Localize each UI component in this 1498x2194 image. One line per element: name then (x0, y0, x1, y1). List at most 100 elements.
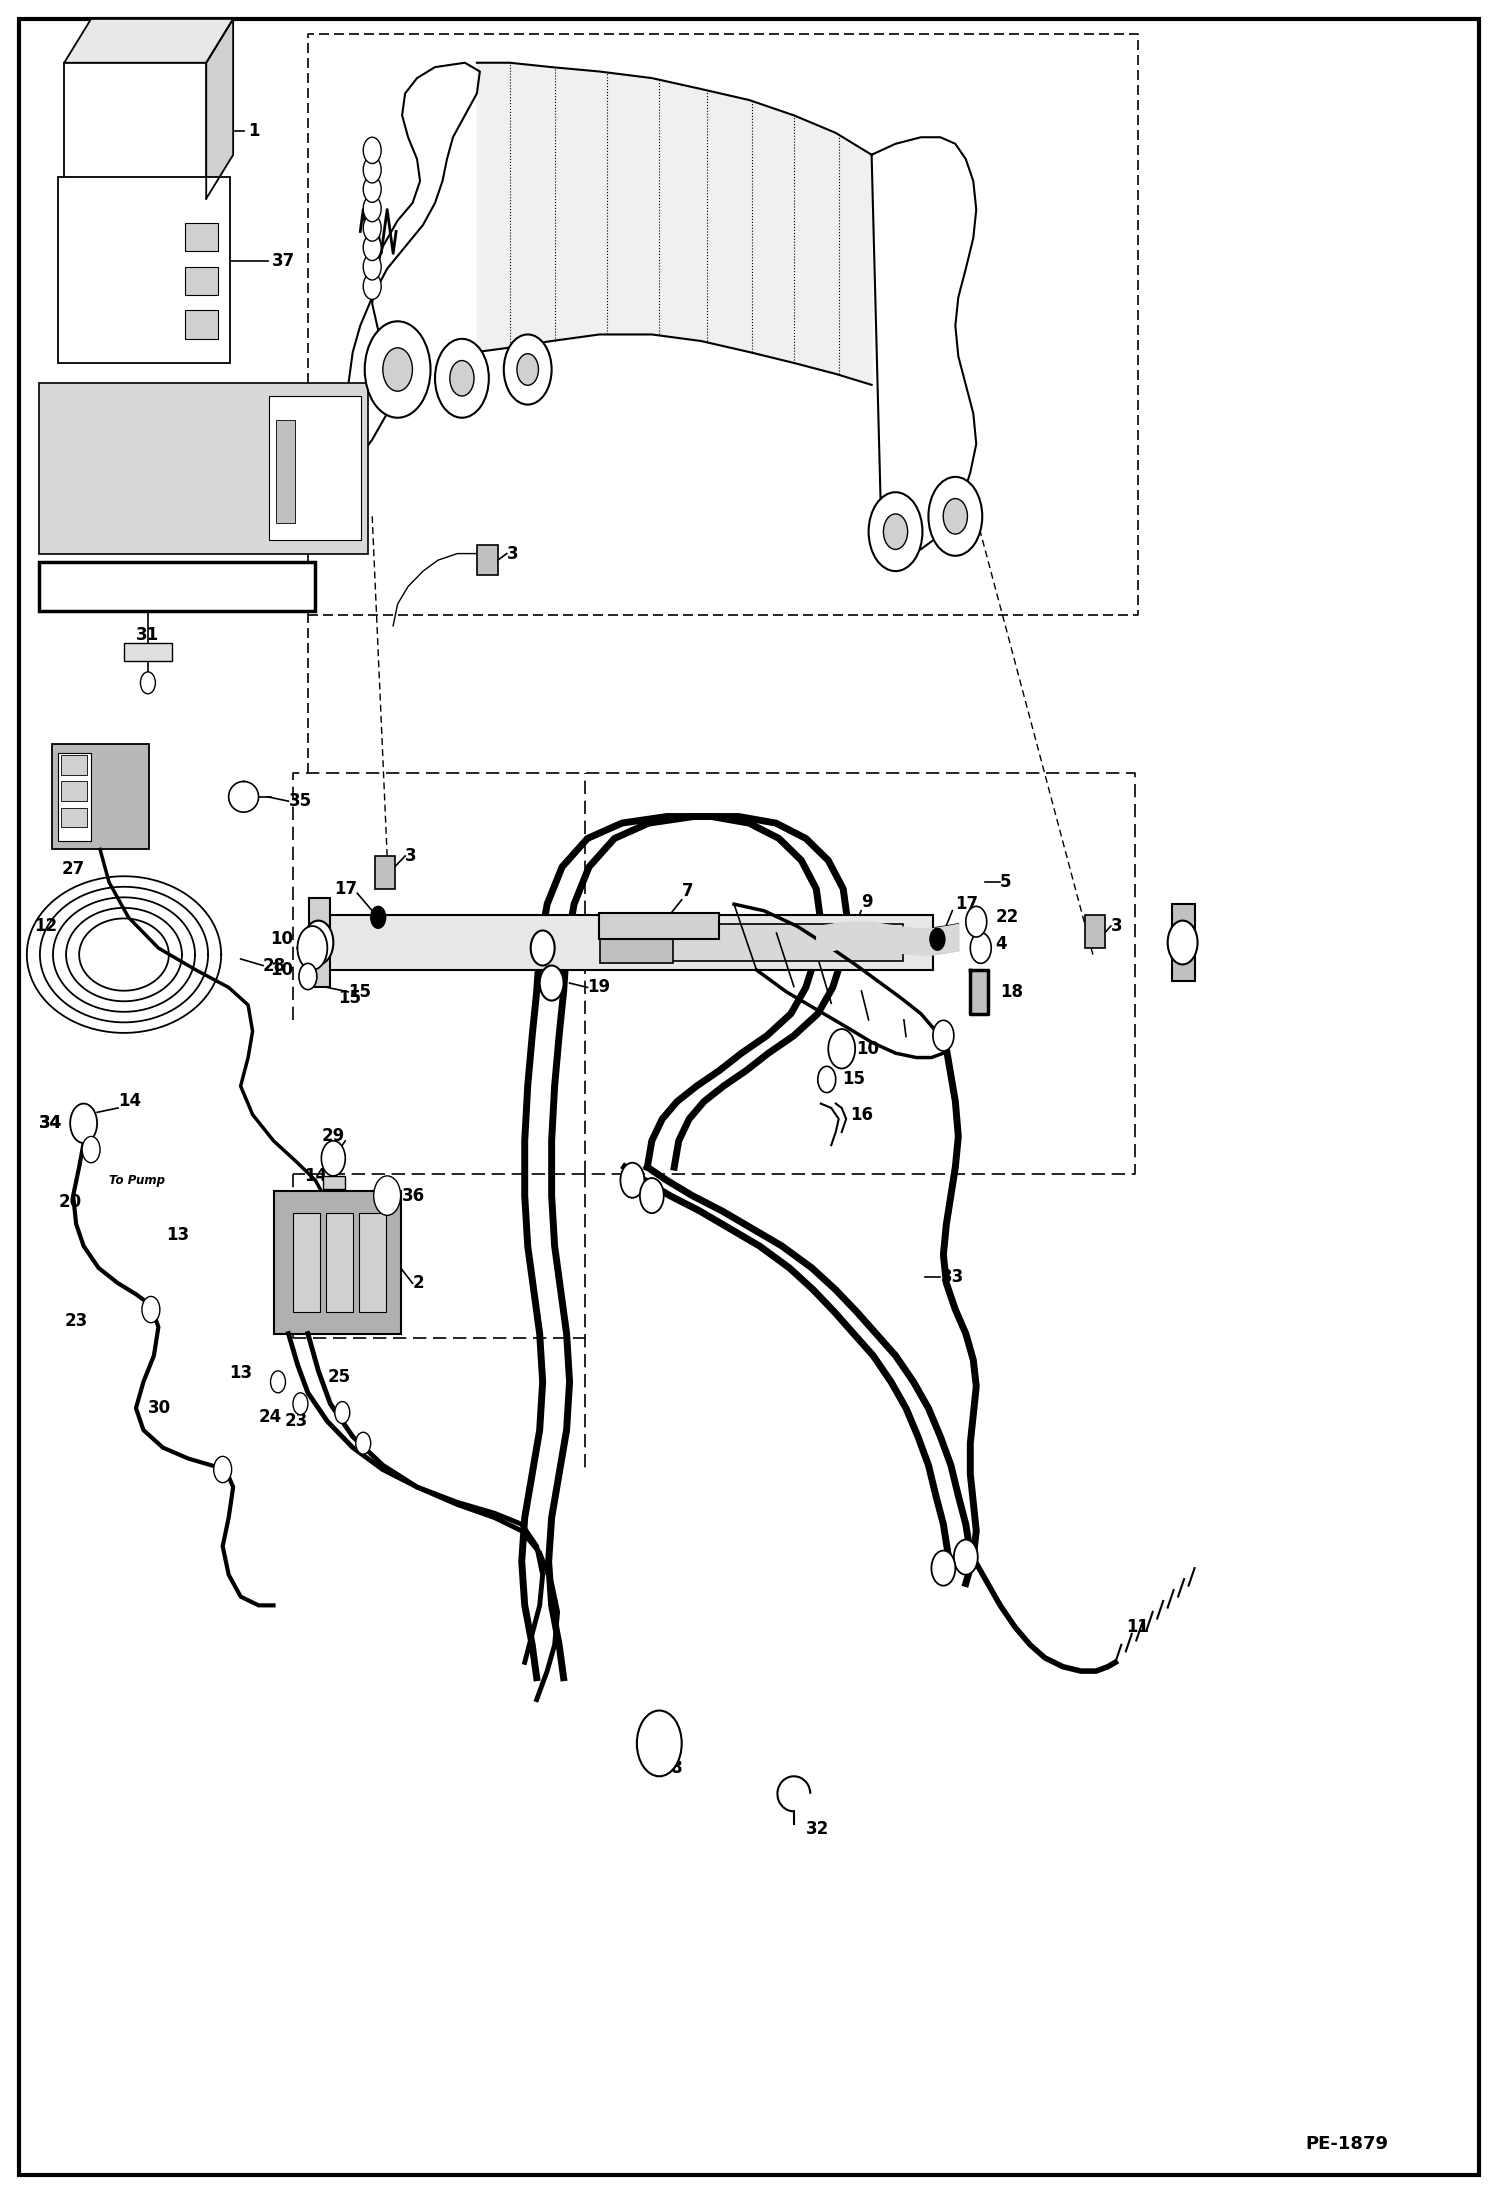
Bar (61, 755, 87, 774)
Circle shape (70, 1104, 97, 1143)
Text: 1: 1 (249, 121, 259, 140)
Circle shape (637, 1711, 682, 1777)
Bar (270, 395, 361, 540)
Bar (39, 562, 316, 610)
Text: 25: 25 (328, 1369, 351, 1387)
Text: INSTRUCTIONS: INSTRUCTIONS (66, 195, 118, 200)
Polygon shape (207, 20, 234, 200)
Text: 36: 36 (401, 1187, 425, 1205)
Circle shape (503, 333, 551, 404)
Circle shape (336, 1402, 349, 1424)
Bar (39, 382, 367, 553)
Text: 35: 35 (289, 792, 312, 810)
Text: 10: 10 (270, 961, 294, 979)
Bar (58, 178, 231, 362)
Bar (661, 924, 903, 961)
Text: 12: 12 (34, 917, 57, 935)
Text: 4: 4 (996, 935, 1007, 952)
Circle shape (620, 1163, 644, 1198)
Text: 17: 17 (334, 880, 357, 897)
Text: 15: 15 (842, 1071, 864, 1088)
Bar (599, 913, 719, 939)
Circle shape (933, 1020, 954, 1051)
Text: 22: 22 (996, 908, 1019, 926)
Circle shape (364, 320, 430, 417)
Circle shape (930, 928, 945, 950)
Circle shape (300, 963, 318, 989)
Bar (58, 753, 91, 840)
Text: 23: 23 (285, 1413, 309, 1430)
Circle shape (434, 338, 488, 417)
Bar (61, 781, 87, 801)
Circle shape (383, 349, 412, 391)
Circle shape (971, 932, 992, 963)
Text: 8: 8 (671, 1760, 683, 1777)
Text: PE-1879: PE-1879 (1306, 2135, 1389, 2152)
Circle shape (322, 1141, 346, 1176)
Circle shape (818, 1066, 836, 1093)
Bar (61, 807, 87, 827)
Circle shape (449, 360, 473, 397)
Circle shape (954, 1540, 978, 1575)
Text: 17: 17 (956, 895, 978, 913)
Polygon shape (971, 970, 989, 1014)
Circle shape (932, 1551, 956, 1586)
Circle shape (298, 926, 328, 970)
Text: 32: 32 (806, 1821, 828, 1839)
Circle shape (82, 1136, 100, 1163)
Bar (276, 421, 295, 522)
Text: 13: 13 (229, 1365, 253, 1382)
Bar (186, 265, 219, 294)
Text: 27: 27 (61, 860, 84, 878)
Bar (599, 921, 673, 963)
Circle shape (363, 156, 380, 182)
Text: POWER BOB-TACH: POWER BOB-TACH (111, 579, 244, 592)
Text: 29: 29 (322, 1128, 346, 1145)
Text: 3: 3 (404, 847, 416, 864)
Text: 7: 7 (682, 882, 694, 900)
Text: 14: 14 (118, 1093, 141, 1110)
Circle shape (966, 906, 987, 937)
Text: 6: 6 (839, 952, 851, 970)
Bar (186, 224, 219, 250)
Circle shape (363, 215, 380, 241)
Text: 18: 18 (1001, 983, 1023, 1000)
Bar (274, 1191, 400, 1334)
Text: 33: 33 (941, 1268, 963, 1286)
Bar (1171, 904, 1194, 981)
Circle shape (884, 513, 908, 548)
Circle shape (944, 498, 968, 533)
Bar (476, 544, 497, 575)
Text: 24: 24 (259, 1409, 282, 1426)
Circle shape (640, 1178, 664, 1213)
Bar (1086, 915, 1106, 948)
Text: 10: 10 (857, 1040, 879, 1058)
Circle shape (929, 476, 983, 555)
Circle shape (869, 491, 923, 570)
Bar (358, 1213, 385, 1312)
Text: 34: 34 (39, 1115, 61, 1132)
Text: 10: 10 (270, 930, 294, 948)
Bar (374, 856, 394, 889)
Circle shape (363, 272, 380, 298)
Circle shape (363, 195, 380, 222)
Circle shape (142, 1297, 160, 1323)
Circle shape (530, 930, 554, 965)
Text: To Pump: To Pump (109, 1174, 165, 1187)
Text: 30: 30 (148, 1400, 171, 1417)
Text: 9: 9 (861, 893, 873, 911)
Circle shape (294, 1393, 309, 1415)
Bar (64, 64, 207, 200)
Bar (52, 744, 150, 849)
Text: 14: 14 (304, 1167, 328, 1185)
Circle shape (828, 1029, 855, 1068)
Text: 2: 2 (412, 1275, 424, 1292)
Bar (324, 1176, 346, 1189)
Text: 20: 20 (58, 1194, 81, 1211)
Text: 3: 3 (1112, 917, 1122, 935)
Text: 13: 13 (166, 1226, 189, 1244)
Circle shape (363, 176, 380, 202)
Bar (294, 1213, 321, 1312)
Circle shape (370, 906, 385, 928)
Text: 15: 15 (348, 983, 372, 1000)
